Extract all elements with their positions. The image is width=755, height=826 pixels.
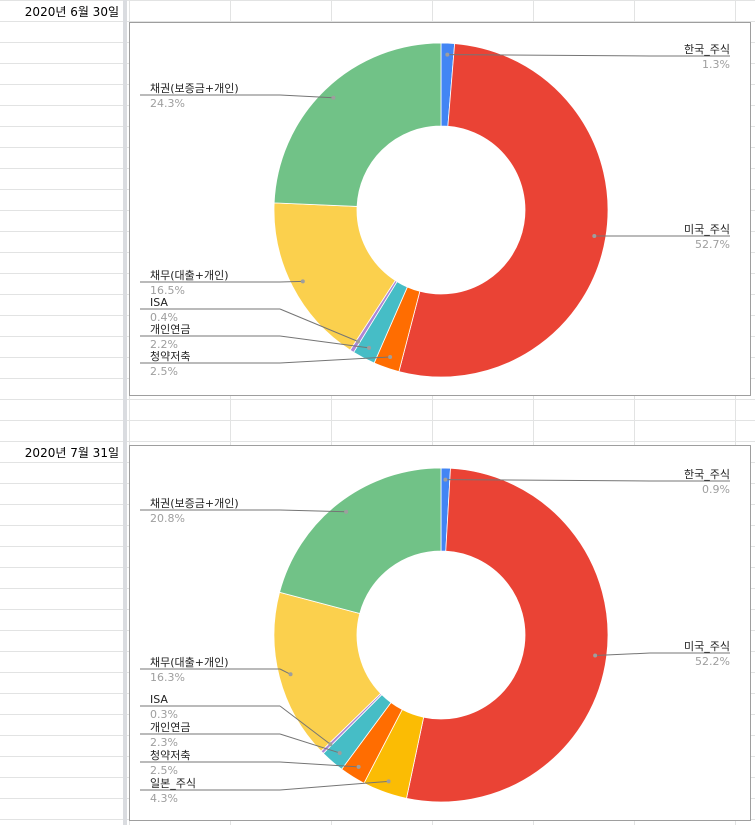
slice-value-채무-대출-개인: 16.5% [150, 284, 185, 297]
leader-line-채무-대출-개인 [280, 281, 303, 282]
slice-label-채권-보증금-개인: 채권(보증금+개인) [150, 497, 239, 510]
slice-label-미국-주식: 미국_주식 [684, 223, 730, 236]
slice-채권-보증금-개인[interactable] [280, 468, 441, 614]
leader-dot-개인연금 [338, 751, 342, 755]
slice-value-청약저축: 2.5% [150, 764, 178, 777]
date-cell-june[interactable]: 2020년 6월 30일 [0, 2, 123, 23]
leader-dot-채권-보증금-개인 [344, 510, 348, 514]
slices [274, 468, 608, 802]
leader-dot-채무-대출-개인 [289, 672, 293, 676]
slice-label-채권-보증금-개인: 채권(보증금+개인) [150, 82, 239, 95]
column-divider [123, 0, 127, 825]
date-column: 2020년 6월 30일 2020년 7월 31일 [0, 0, 123, 825]
slice-value-개인연금: 2.2% [150, 338, 178, 351]
leader-dot-청약저축 [357, 765, 361, 769]
slice-label-개인연금: 개인연금 [150, 721, 190, 734]
leader-dot-청약저축 [388, 355, 392, 359]
slice-label-미국-주식: 미국_주식 [684, 640, 730, 653]
leader-dot-미국-주식 [593, 654, 597, 658]
leader-dot-한국-주식 [445, 53, 449, 57]
slice-label-isa: ISA [150, 296, 168, 309]
leader-dot-개인연금 [367, 346, 371, 350]
slice-label-isa: ISA [150, 693, 168, 706]
leader-dot-일본-주식 [387, 779, 391, 783]
donut-chart-july[interactable]: 한국_주식 0.9% 미국_주식 52.2% 일본_주식 4.3% 청약저축 2.5% 개인연금… [129, 445, 751, 821]
slice-value-한국-주식: 1.3% [702, 58, 730, 71]
leader-dot-채권-보증금-개인 [331, 96, 335, 100]
date-cell-july[interactable]: 2020년 7월 31일 [0, 443, 123, 464]
leader-dot-isa [328, 742, 332, 746]
slice-value-일본-주식: 4.3% [150, 792, 178, 805]
slice-채권-보증금-개인[interactable] [274, 43, 441, 206]
leader-dot-한국-주식 [443, 478, 447, 482]
slice-label-한국-주식: 한국_주식 [684, 43, 730, 56]
slice-value-개인연금: 2.3% [150, 736, 178, 749]
donut-chart-july-svg: 한국_주식 0.9% 미국_주식 52.2% 일본_주식 4.3% 청약저축 2.5% 개인연금… [130, 446, 752, 822]
slice-label-일본-주식: 일본_주식 [150, 776, 196, 790]
donut-chart-june[interactable]: 한국_주식 1.3% 미국_주식 52.7% 청약저축 2.5% 개인연금 2.2% ISA 0.… [129, 22, 751, 396]
leader-dot-채무-대출-개인 [301, 279, 305, 283]
slice-label-청약저축: 청약저축 [150, 349, 190, 363]
donut-chart-june-svg: 한국_주식 1.3% 미국_주식 52.7% 청약저축 2.5% 개인연금 2.2% ISA 0.… [130, 23, 752, 397]
leader-dot-미국-주식 [592, 234, 596, 238]
slice-value-청약저축: 2.5% [150, 365, 178, 378]
slice-value-채무-대출-개인: 16.3% [150, 671, 185, 684]
slice-value-채권-보증금-개인: 20.8% [150, 512, 185, 525]
slice-value-isa: 0.3% [150, 708, 178, 721]
slice-value-미국-주식: 52.2% [695, 655, 730, 668]
slice-label-개인연금: 개인연금 [150, 323, 190, 336]
slice-value-isa: 0.4% [150, 311, 178, 324]
slice-value-채권-보증금-개인: 24.3% [150, 97, 185, 110]
leader-dot-isa [356, 340, 360, 344]
slice-label-한국-주식: 한국_주식 [684, 468, 730, 481]
slice-value-미국-주식: 52.7% [695, 238, 730, 251]
slice-label-채무-대출-개인: 채무(대출+개인) [150, 269, 229, 282]
slice-value-한국-주식: 0.9% [702, 483, 730, 496]
slice-label-채무-대출-개인: 채무(대출+개인) [150, 656, 229, 669]
slice-label-청약저축: 청약저축 [150, 748, 190, 762]
